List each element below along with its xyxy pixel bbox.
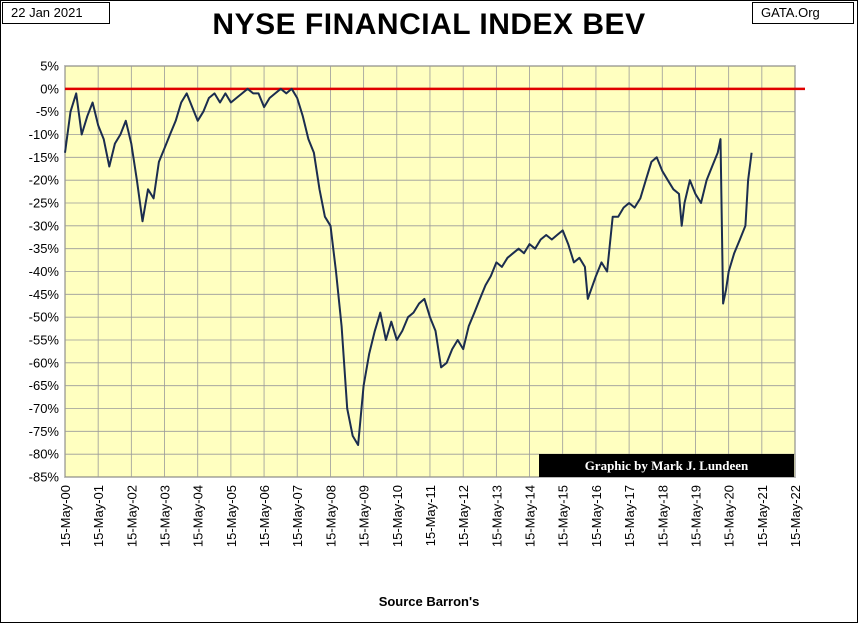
x-tick-label: 15-May-11 bbox=[423, 485, 438, 546]
x-tick-label: 15-May-14 bbox=[523, 485, 538, 547]
gridlines bbox=[64, 65, 796, 478]
y-tick-label: -35% bbox=[29, 241, 60, 256]
y-tick-label: -15% bbox=[29, 150, 60, 165]
x-tick-label: 15-May-21 bbox=[755, 485, 770, 547]
x-tick-label: 15-May-10 bbox=[390, 485, 405, 547]
x-tick-label: 15-May-02 bbox=[124, 485, 139, 547]
y-tick-label: -20% bbox=[29, 173, 60, 188]
y-tick-label: -80% bbox=[29, 447, 60, 462]
y-tick-label: -75% bbox=[29, 424, 60, 439]
y-tick-label: -30% bbox=[29, 218, 60, 233]
x-tick-label: 15-May-12 bbox=[456, 485, 471, 547]
y-tick-label: -25% bbox=[29, 196, 60, 211]
x-tick-label: 15-May-19 bbox=[688, 485, 703, 547]
source-footer: Source Barron's bbox=[378, 594, 480, 609]
x-tick-label: 15-May-15 bbox=[556, 485, 571, 547]
x-tick-label: 15-May-17 bbox=[622, 485, 637, 547]
y-tick-label: -60% bbox=[29, 355, 60, 370]
x-tick-label: 15-May-22 bbox=[788, 485, 803, 547]
source-label: GATA.Org bbox=[752, 2, 854, 24]
y-tick-label: 5% bbox=[40, 59, 59, 74]
y-tick-label: -50% bbox=[29, 310, 60, 325]
chart-title: NYSE FINANCIAL INDEX BEV bbox=[212, 8, 646, 41]
y-tick-label: -65% bbox=[29, 378, 60, 393]
y-tick-label: -10% bbox=[29, 127, 60, 142]
y-tick-label: -5% bbox=[36, 104, 60, 119]
x-tick-label: 15-May-09 bbox=[357, 485, 372, 547]
x-axis-ticks: 15-May-00 15-May-01 15-May-02 15-May-03 15-M… bbox=[58, 485, 803, 547]
credit-label: Graphic by Mark J. Lundeen bbox=[539, 454, 794, 477]
y-tick-label: -40% bbox=[29, 264, 60, 279]
x-tick-label: 15-May-07 bbox=[290, 485, 305, 547]
y-tick-label: -55% bbox=[29, 333, 60, 348]
y-tick-label: -70% bbox=[29, 401, 60, 416]
x-tick-label: 15-May-04 bbox=[191, 485, 206, 547]
y-tick-label: -85% bbox=[29, 470, 60, 485]
x-tick-label: 15-May-03 bbox=[157, 485, 172, 547]
x-tick-label: 15-May-00 bbox=[58, 485, 73, 547]
x-tick-label: 15-May-05 bbox=[224, 485, 239, 547]
x-tick-label: 15-May-18 bbox=[655, 485, 670, 547]
y-tick-label: -45% bbox=[29, 287, 60, 302]
x-tick-label: 15-May-01 bbox=[91, 485, 106, 547]
x-tick-label: 15-May-06 bbox=[257, 485, 272, 547]
date-label: 22 Jan 2021 bbox=[2, 2, 110, 24]
x-tick-label: 15-May-16 bbox=[589, 485, 604, 547]
x-tick-label: 15-May-20 bbox=[722, 485, 737, 547]
y-axis-ticks: 5% 0% -5% -10% -15% -20% -25% -30% -35% -40% -45% -… bbox=[29, 59, 60, 485]
x-tick-label: 15-May-08 bbox=[323, 485, 338, 547]
x-tick-label: 15-May-13 bbox=[489, 485, 504, 547]
series-line bbox=[64, 87, 753, 446]
y-tick-label: 0% bbox=[40, 81, 59, 96]
